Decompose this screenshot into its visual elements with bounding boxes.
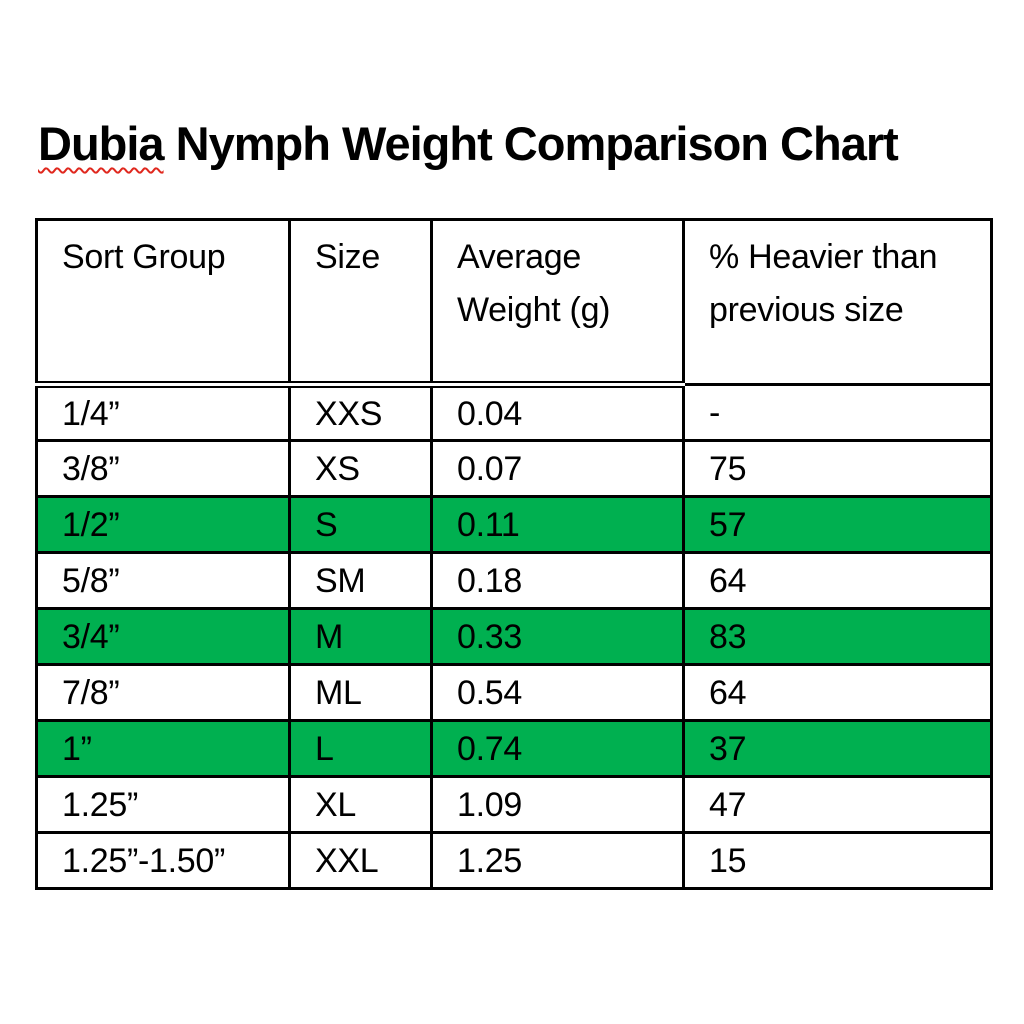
cell-pct-heavier: 75 xyxy=(682,439,993,498)
column-header-average-weight: Average Weight (g) xyxy=(430,218,685,388)
column-header-size: Size xyxy=(288,218,433,388)
cell-size: S xyxy=(288,495,433,554)
cell-avg-weight: 1.25 xyxy=(430,831,685,890)
cell-sort-group: 1.25” xyxy=(35,775,291,834)
cell-pct-heavier: 15 xyxy=(682,831,993,890)
weight-comparison-table: Sort Group Size Average Weight (g) % Hea… xyxy=(35,218,993,890)
cell-avg-weight: 0.04 xyxy=(430,383,685,442)
table-row: 5/8” SM 0.18 64 xyxy=(35,551,993,610)
title-rest: Nymph Weight Comparison Chart xyxy=(163,117,899,170)
page-title: Dubia Nymph Weight Comparison Chart xyxy=(38,116,899,171)
table-row-highlighted: 1” L 0.74 37 xyxy=(35,719,993,778)
cell-pct-heavier: 83 xyxy=(682,607,993,666)
cell-avg-weight: 0.54 xyxy=(430,663,685,722)
cell-pct-heavier: 37 xyxy=(682,719,993,778)
table-row: 3/8” XS 0.07 75 xyxy=(35,439,993,498)
cell-pct-heavier: 64 xyxy=(682,551,993,610)
cell-size: XXS xyxy=(288,383,433,442)
cell-avg-weight: 0.18 xyxy=(430,551,685,610)
cell-avg-weight: 1.09 xyxy=(430,775,685,834)
cell-avg-weight: 0.11 xyxy=(430,495,685,554)
header-row: Sort Group Size Average Weight (g) % Hea… xyxy=(35,218,993,388)
cell-pct-heavier: - xyxy=(682,383,993,442)
table-row: 1.25”-1.50” XXL 1.25 15 xyxy=(35,831,993,890)
table-row-highlighted: 3/4” M 0.33 83 xyxy=(35,607,993,666)
cell-sort-group: 1.25”-1.50” xyxy=(35,831,291,890)
title-word-misspelled-spellcheck-squiggle: Dubia xyxy=(38,117,165,170)
table-row-highlighted: 1/2” S 0.11 57 xyxy=(35,495,993,554)
cell-size: ML xyxy=(288,663,433,722)
table-row: 7/8” ML 0.54 64 xyxy=(35,663,993,722)
cell-size: L xyxy=(288,719,433,778)
table-body: 1/4” XXS 0.04 - 3/8” XS 0.07 75 1/2” S 0… xyxy=(35,383,993,890)
table-row: 1/4” XXS 0.04 - xyxy=(35,383,993,442)
cell-size: SM xyxy=(288,551,433,610)
cell-sort-group: 5/8” xyxy=(35,551,291,610)
cell-sort-group: 1/2” xyxy=(35,495,291,554)
cell-sort-group: 1/4” xyxy=(35,383,291,442)
table-header: Sort Group Size Average Weight (g) % Hea… xyxy=(35,218,993,388)
cell-pct-heavier: 47 xyxy=(682,775,993,834)
cell-sort-group: 3/4” xyxy=(35,607,291,666)
table-row: 1.25” XL 1.09 47 xyxy=(35,775,993,834)
cell-pct-heavier: 57 xyxy=(682,495,993,554)
cell-size: XS xyxy=(288,439,433,498)
cell-avg-weight: 0.33 xyxy=(430,607,685,666)
cell-pct-heavier: 64 xyxy=(682,663,993,722)
cell-sort-group: 1” xyxy=(35,719,291,778)
cell-sort-group: 7/8” xyxy=(35,663,291,722)
cell-sort-group: 3/8” xyxy=(35,439,291,498)
cell-avg-weight: 0.74 xyxy=(430,719,685,778)
cell-size: XL xyxy=(288,775,433,834)
column-header-pct-heavier: % Heavier than previous size xyxy=(682,218,993,386)
column-header-sort-group: Sort Group xyxy=(35,218,291,388)
cell-size: XXL xyxy=(288,831,433,890)
cell-avg-weight: 0.07 xyxy=(430,439,685,498)
cell-size: M xyxy=(288,607,433,666)
